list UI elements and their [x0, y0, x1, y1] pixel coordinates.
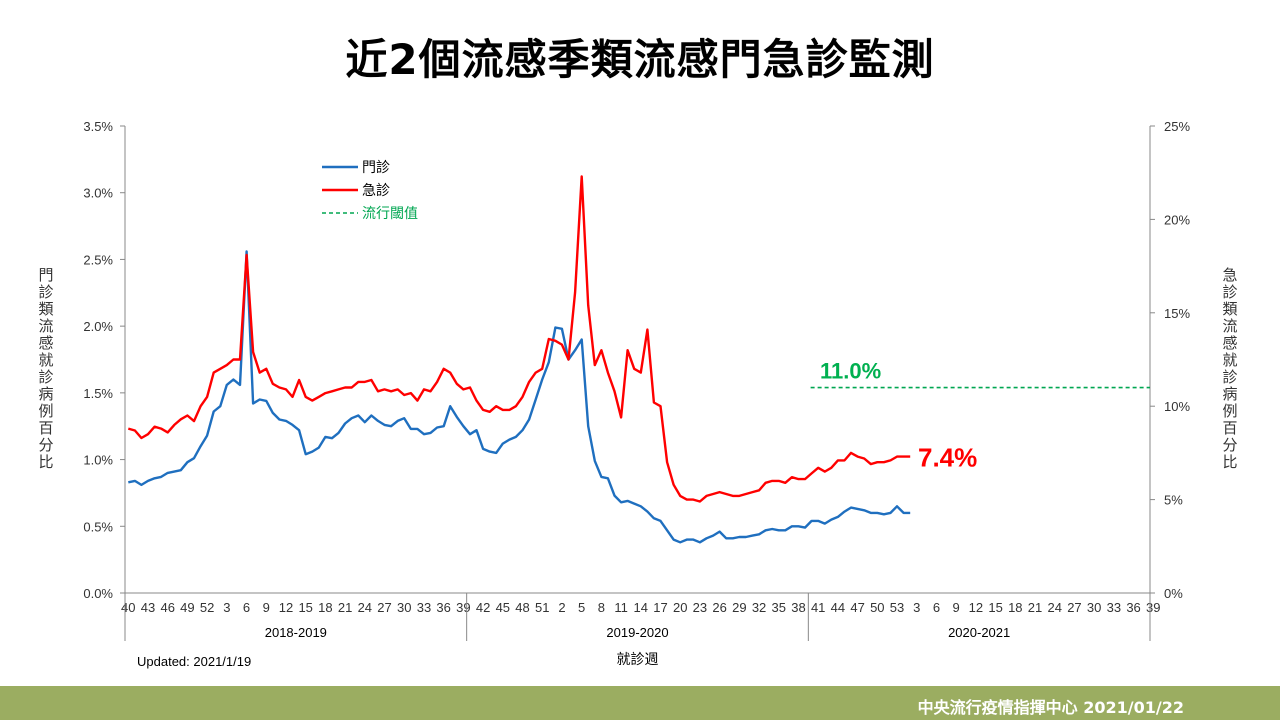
- y-left-tick-label: 2.0%: [83, 319, 113, 334]
- x-tick-label: 15: [298, 600, 312, 615]
- x-tick-label: 49: [180, 600, 194, 615]
- y-left-tick-label: 1.5%: [83, 386, 113, 401]
- y-right-tick-label: 15%: [1164, 306, 1190, 321]
- footer-text: 中央流行疫情指揮中心 2021/01/22: [917, 698, 1184, 717]
- footer-bar: 中央流行疫情指揮中心 2021/01/22: [0, 686, 1280, 720]
- y-left-tick-label: 0.5%: [83, 519, 113, 534]
- x-tick-label: 24: [1047, 600, 1061, 615]
- x-tick-label: 39: [1146, 600, 1160, 615]
- x-tick-label: 39: [456, 600, 470, 615]
- x-tick-label: 33: [1107, 600, 1121, 615]
- page-title: 近2個流感季類流感門急診監測: [345, 35, 935, 84]
- x-tick-label: 20: [673, 600, 687, 615]
- x-tick-label: 53: [890, 600, 904, 615]
- x-tick-label: 6: [243, 600, 250, 615]
- label-layer: 7.4%: [918, 443, 977, 473]
- x-tick-label: 21: [1028, 600, 1042, 615]
- chart: 0.0% 0.5% 1.0% 1.5% 2.0% 2.5% 3.0% 3.5% 0% 5% 10% 1…: [38, 119, 1237, 667]
- y-axis-title-right: 急診類流感就診病例百分比: [1222, 266, 1237, 471]
- x-axis-title: 就診週: [617, 651, 659, 667]
- x-tick-label: 14: [634, 600, 648, 615]
- x-tick-label: 30: [397, 600, 411, 615]
- y-right-tick-label: 20%: [1164, 212, 1190, 227]
- x-tick-label: 3: [913, 600, 920, 615]
- x-tick-label: 30: [1087, 600, 1101, 615]
- x-tick-label: 2: [558, 600, 565, 615]
- x-tick-label: 35: [772, 600, 786, 615]
- x-tick-label: 9: [263, 600, 270, 615]
- x-tick-label: 17: [653, 600, 667, 615]
- y-left-tick-label: 1.0%: [83, 453, 113, 468]
- x-tick-label: 48: [515, 600, 529, 615]
- season-label: 2020-2021: [948, 625, 1010, 640]
- x-tick-label: 46: [160, 600, 174, 615]
- season-label: 2018-2019: [265, 625, 327, 640]
- x-tick-label: 32: [752, 600, 766, 615]
- x-tick-label: 3: [223, 600, 230, 615]
- threshold-layer: 11.0%: [810, 359, 1150, 389]
- threshold-value-label: 11.0%: [820, 359, 881, 384]
- x-tick-label: 24: [358, 600, 372, 615]
- x-tick-label: 18: [318, 600, 332, 615]
- series-line-outpatient: [128, 250, 911, 544]
- x-tick-label: 52: [200, 600, 214, 615]
- y-left-tick-label: 2.5%: [83, 252, 113, 267]
- x-tick-label: 38: [791, 600, 805, 615]
- latest-emergency-label: 7.4%: [918, 443, 977, 473]
- x-tick-label: 29: [732, 600, 746, 615]
- x-tick-label: 27: [377, 600, 391, 615]
- x-tick-label: 36: [436, 600, 450, 615]
- x-tick-label: 51: [535, 600, 549, 615]
- x-tick-label: 26: [712, 600, 726, 615]
- x-tick-label: 12: [279, 600, 293, 615]
- y-left-tick-label: 3.0%: [83, 186, 113, 201]
- updated-date: Updated: 2021/1/19: [137, 654, 252, 669]
- x-tick-label: 40: [121, 600, 135, 615]
- x-tick-label: 23: [693, 600, 707, 615]
- x-tick-label: 27: [1067, 600, 1081, 615]
- x-tick-label: 50: [870, 600, 884, 615]
- y-right-tick-label: 10%: [1164, 399, 1190, 414]
- y-left-tick-label: 3.5%: [83, 119, 113, 134]
- legend-label: 急診: [362, 183, 390, 199]
- series-line-emergency: [127, 175, 911, 503]
- y-left-tick-label: 0.0%: [83, 586, 113, 601]
- x-tick-label: 45: [496, 600, 510, 615]
- axes-layer: 0.0% 0.5% 1.0% 1.5% 2.0% 2.5% 3.0% 3.5% 0% 5% 10% 1…: [38, 119, 1237, 667]
- x-tick-label: 12: [969, 600, 983, 615]
- x-tick-label: 41: [811, 600, 825, 615]
- x-tick-label: 9: [953, 600, 960, 615]
- x-tick-label: 18: [1008, 600, 1022, 615]
- y-right-tick-label: 0%: [1164, 586, 1183, 601]
- series-layer: [127, 175, 911, 544]
- x-tick-label: 11: [614, 600, 628, 615]
- season-label: 2019-2020: [606, 625, 668, 640]
- y-right-tick-label: 25%: [1164, 119, 1190, 134]
- x-tick-label: 8: [598, 600, 605, 615]
- x-tick-label: 15: [988, 600, 1002, 615]
- legend-label: 門診: [362, 160, 390, 176]
- x-tick-label: 47: [850, 600, 864, 615]
- x-tick-label: 42: [476, 600, 490, 615]
- x-tick-label: 44: [831, 600, 845, 615]
- x-tick-label: 5: [578, 600, 585, 615]
- x-tick-label: 21: [338, 600, 352, 615]
- x-tick-label: 33: [417, 600, 431, 615]
- x-tick-label: 43: [141, 600, 155, 615]
- y-axis-title-left: 門診類流感就診病例百分比: [38, 266, 53, 471]
- x-tick-label: 36: [1126, 600, 1140, 615]
- legend-label: 流行閾值: [362, 206, 418, 222]
- y-right-tick-label: 5%: [1164, 493, 1183, 508]
- x-tick-label: 6: [933, 600, 940, 615]
